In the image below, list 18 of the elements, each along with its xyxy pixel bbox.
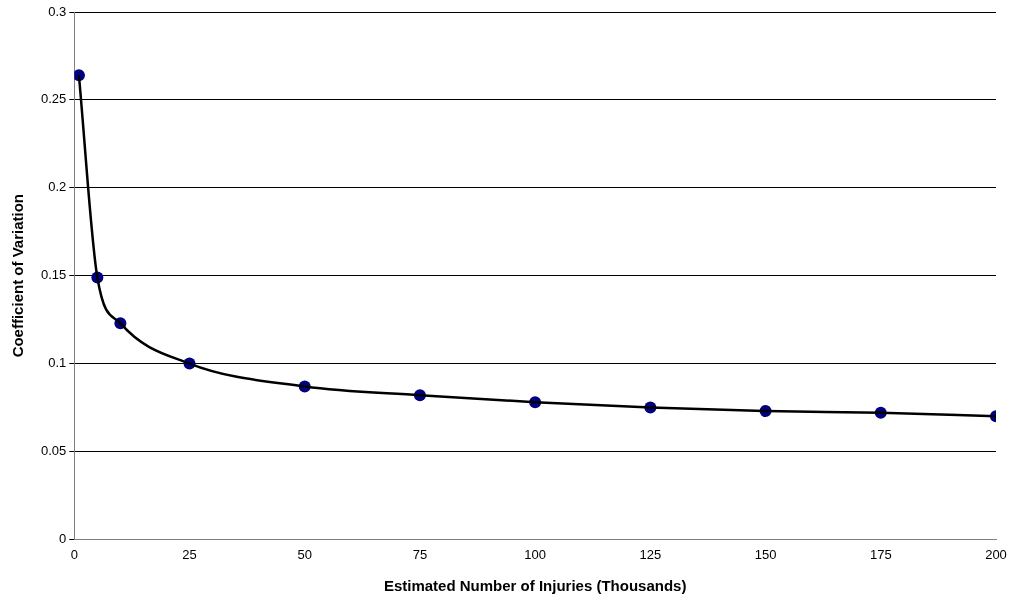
x-tick-label: 125 [639,546,662,562]
x-tick-label: 200 [985,546,1007,562]
y-tick-label: 0.25 [40,91,67,107]
y-tick-label: 0.3 [48,3,67,19]
x-tick-label: 175 [869,546,892,562]
y-tick-label: 0 [59,530,67,546]
y-axis-title: Coefficient of Variation [9,194,27,358]
x-tick-label: 100 [524,546,546,562]
x-tick-label: 50 [297,546,312,562]
y-tick-label: 0.05 [40,443,67,459]
x-axis-title: Estimated Number of Injuries (Thousands) [383,577,687,595]
x-tick-label: 0 [70,546,78,562]
x-tick-label: 150 [754,546,777,562]
y-tick-label: 0.1 [48,355,67,371]
x-tick-label: 25 [182,546,197,562]
y-tick-label: 0.2 [48,179,67,195]
y-tick-label: 0.15 [40,267,67,283]
x-tick-label: 75 [412,546,428,562]
